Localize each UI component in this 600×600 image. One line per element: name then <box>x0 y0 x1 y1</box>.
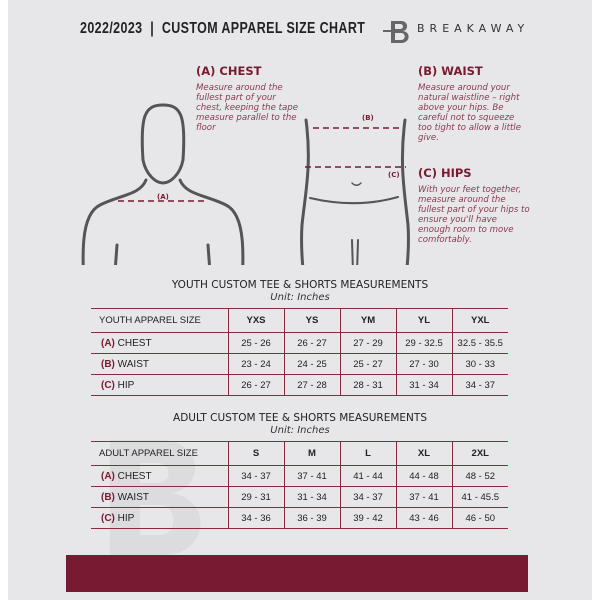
size-header: YM <box>339 308 396 333</box>
cell: 36 - 39 <box>283 507 340 529</box>
table-row: (A) CHEST 25 - 26 26 - 27 27 - 29 29 - 32.5… <box>91 332 508 354</box>
table-row: (C) HIP 26 - 27 27 - 28 28 - 31 31 - 34 34 -… <box>91 374 508 396</box>
table-row: (B) WAIST 23 - 24 24 - 25 25 - 27 27 - 30 30… <box>91 353 508 375</box>
cell: 28 - 31 <box>339 374 396 396</box>
row-label: (C) HIP <box>91 507 228 529</box>
cell: 46 - 50 <box>451 507 508 529</box>
youth-table-title: YOUTH CUSTOM TEE & SHORTS MEASUREMENTS <box>171 279 429 291</box>
chest-heading: (A) CHEST <box>196 64 262 78</box>
cell: 27 - 29 <box>339 332 396 354</box>
cell: 29 - 32.5 <box>395 332 452 354</box>
cell: 37 - 41 <box>283 465 340 487</box>
hips-heading: (C) HIPS <box>418 166 472 180</box>
waist-heading: (B) WAIST <box>418 64 483 78</box>
chest-description: Measure around the fullest part of your … <box>196 83 299 133</box>
size-header: YL <box>395 308 452 333</box>
youth-size-table: YOUTH APPAREL SIZE YXS YS YM YL YXL (A) … <box>91 308 508 396</box>
table-header-row: YOUTH APPAREL SIZE YXS YS YM YL YXL <box>91 308 508 333</box>
cell: 43 - 46 <box>395 507 452 529</box>
row-label: (B) WAIST <box>91 353 228 375</box>
cell: 41 - 45.5 <box>451 486 508 508</box>
table-header-row: ADULT APPAREL SIZE S M L XL 2XL <box>91 441 508 466</box>
size-header: XL <box>395 441 452 466</box>
size-header: YXL <box>451 308 508 333</box>
cell: 34 - 37 <box>451 374 508 396</box>
size-header: 2XL <box>451 441 508 466</box>
hips-marker: (C) <box>388 171 400 179</box>
cell: 31 - 34 <box>395 374 452 396</box>
cell: 30 - 33 <box>451 353 508 375</box>
cell: 32.5 - 35.5 <box>451 332 508 354</box>
waist-description: Measure around your natural waistline – … <box>418 83 521 143</box>
adult-table-unit: Unit: Inches <box>270 425 330 436</box>
row-label: (A) CHEST <box>91 465 228 487</box>
cell: 29 - 31 <box>227 486 284 508</box>
table-row: (C) HIP 34 - 36 36 - 39 39 - 42 43 - 46 46 -… <box>91 507 508 529</box>
row-label: (A) CHEST <box>91 332 228 354</box>
cell: 44 - 48 <box>395 465 452 487</box>
size-header: M <box>283 441 340 466</box>
cell: 31 - 34 <box>283 486 340 508</box>
cell: 48 - 52 <box>451 465 508 487</box>
adult-size-table: ADULT APPAREL SIZE S M L XL 2XL (A) CHES… <box>91 441 508 529</box>
header-label: ADULT APPAREL SIZE <box>91 441 228 466</box>
youth-table-unit: Unit: Inches <box>270 292 330 303</box>
breakaway-logo-icon <box>383 21 409 43</box>
table-row: (A) CHEST 34 - 37 37 - 41 41 - 44 44 - 48 48… <box>91 465 508 487</box>
size-header: YXS <box>227 308 284 333</box>
cell: 41 - 44 <box>339 465 396 487</box>
header-label: YOUTH APPAREL SIZE <box>91 308 228 333</box>
waist-marker: (B) <box>362 114 374 122</box>
table-row: (B) WAIST 29 - 31 31 - 34 34 - 37 37 - 41 41… <box>91 486 508 508</box>
cell: 34 - 37 <box>339 486 396 508</box>
cell: 27 - 28 <box>283 374 340 396</box>
cell: 34 - 37 <box>227 465 284 487</box>
footer-band <box>66 555 528 592</box>
cell: 27 - 30 <box>395 353 452 375</box>
row-label: (B) WAIST <box>91 486 228 508</box>
size-header: L <box>339 441 396 466</box>
cell: 39 - 42 <box>339 507 396 529</box>
hips-description: With your feet together, measure around … <box>418 185 530 245</box>
brand-name: BREAKAWAY <box>417 22 530 35</box>
cell: 25 - 27 <box>339 353 396 375</box>
cell: 37 - 41 <box>395 486 452 508</box>
cell: 26 - 27 <box>283 332 340 354</box>
cell: 34 - 36 <box>227 507 284 529</box>
cell: 26 - 27 <box>227 374 284 396</box>
row-label: (C) HIP <box>91 374 228 396</box>
size-header: S <box>227 441 284 466</box>
cell: 23 - 24 <box>227 353 284 375</box>
cell: 25 - 26 <box>227 332 284 354</box>
size-header: YS <box>283 308 340 333</box>
body-illustration <box>81 103 410 265</box>
adult-table-title: ADULT CUSTOM TEE & SHORTS MEASUREMENTS <box>173 412 427 424</box>
cell: 24 - 25 <box>283 353 340 375</box>
page-title: 2022/2023 | CUSTOM APPAREL SIZE CHART <box>80 20 366 37</box>
chest-marker: (A) <box>157 193 169 201</box>
